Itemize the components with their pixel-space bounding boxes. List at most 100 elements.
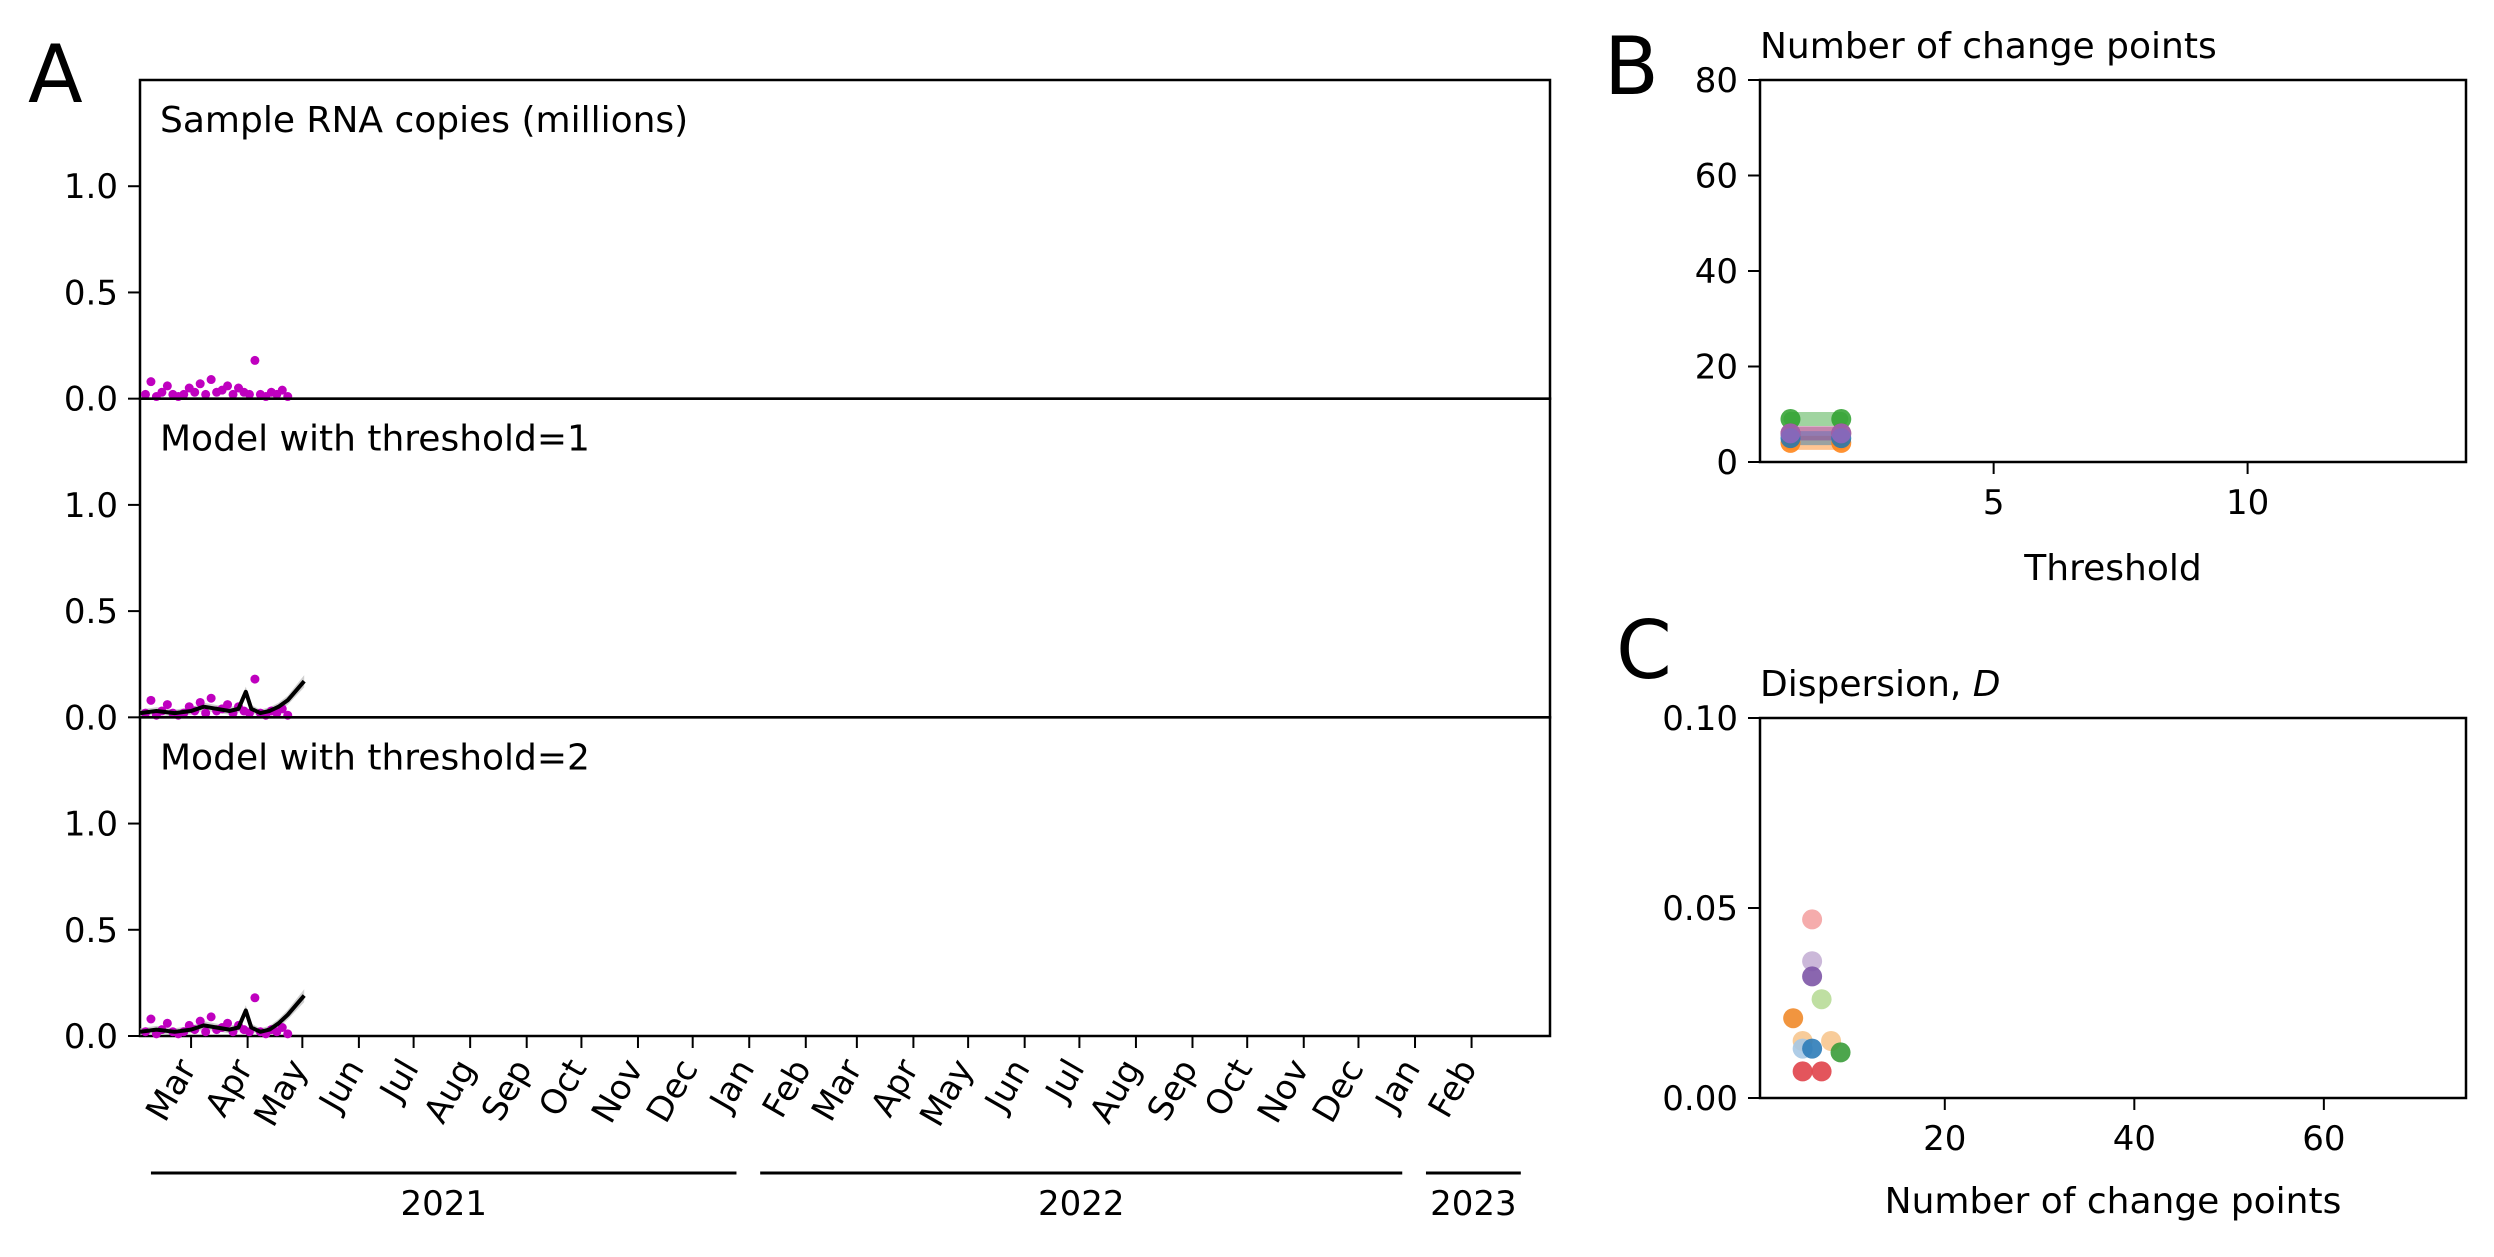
- panel-a-xtick-label: Mar: [138, 1052, 205, 1128]
- panel-a-sample-point: [277, 1023, 287, 1033]
- panel-c-point: [1802, 966, 1823, 987]
- panel-a-sample-point: [162, 381, 172, 391]
- panel-a-year-label: 2023: [1430, 1184, 1517, 1224]
- panel-a-sample-point: [250, 355, 260, 365]
- panel-a-frame-2: [138, 716, 1552, 1038]
- panel-a-chart: Sample RNA copies (millions) 0.0 0.5 1.0 Mod…: [64, 78, 1552, 1224]
- panel-b-ytick-label: 40: [1695, 252, 1738, 292]
- panel-a-sample-point: [244, 389, 254, 399]
- panel-c-xtick-label: 40: [2113, 1119, 2156, 1159]
- panel-a-sample-point: [201, 389, 211, 399]
- panel-b-title: Number of change points: [1760, 26, 2217, 67]
- panel-a-sample-point: [223, 1018, 233, 1028]
- panel-a-sample-point: [206, 375, 216, 385]
- panel-a-sample-point: [206, 1012, 216, 1022]
- panel-letter-c: C: [1616, 604, 1672, 697]
- panel-a-title-2: Model with threshold=2: [160, 737, 590, 778]
- panel-a-sample-point: [201, 708, 211, 718]
- panel-a-sample-point: [190, 387, 200, 397]
- panel-a-sample-point: [201, 1027, 211, 1037]
- panel-c-point: [1802, 1038, 1823, 1059]
- panel-a-sample-point: [195, 379, 205, 389]
- panel-a-ytick-label: 1.0: [64, 167, 118, 207]
- panel-b-frame: [1758, 78, 2468, 464]
- panel-c-xlabel: Number of change points: [1885, 1181, 2342, 1222]
- panel-a-xtick-label: Nov: [1250, 1053, 1318, 1130]
- panel-b-xlabel: Threshold: [2023, 548, 2201, 589]
- panel-b-chart: Number of change points 0 20 40 60 80 5 10 Thres…: [1695, 26, 2468, 589]
- panel-c-frame: [1758, 716, 2468, 1100]
- panel-a-sample-point: [162, 700, 172, 710]
- panel-a-model-line: [139, 994, 306, 1034]
- panel-b-point: [1780, 423, 1801, 444]
- panel-a-xtick-label: May: [912, 1053, 982, 1134]
- panel-b-point: [1831, 409, 1852, 430]
- panel-a-ytick-label: 0.0: [64, 1017, 118, 1057]
- panel-c-xtick-label: 20: [1923, 1119, 1966, 1159]
- panel-a-xtick-label: Jan: [1367, 1053, 1429, 1120]
- panel-a-xtick-label: Jul: [1037, 1053, 1093, 1110]
- panel-a-xtick-label: Dec: [1305, 1053, 1373, 1130]
- panel-c-title-italic: D: [1973, 664, 2001, 705]
- panel-a-xtick-label: Aug: [1082, 1053, 1150, 1130]
- panel-b-ytick-label: 20: [1695, 348, 1738, 388]
- panel-a-xtick-label: Jan: [701, 1053, 763, 1120]
- panel-a-title-1: Model with threshold=1: [160, 419, 590, 460]
- panel-letter-b: B: [1604, 20, 1659, 113]
- panel-a-xtick-label: Feb: [1421, 1053, 1486, 1125]
- panel-a-ytick-label: 0.0: [64, 380, 118, 420]
- panel-c-ytick-label: 0.10: [1662, 699, 1738, 739]
- panel-a-sample-point: [250, 674, 260, 684]
- panel-b-ytick-label: 80: [1695, 61, 1738, 101]
- panel-a-sample-point: [162, 1018, 172, 1028]
- panel-a-xtick-label: Mar: [804, 1052, 871, 1128]
- panel-b-xtick-label: 10: [2226, 483, 2269, 523]
- panel-a-sample-point: [146, 1014, 156, 1024]
- panel-a-model-line: [139, 679, 306, 716]
- panel-a-xtick-label: Aug: [416, 1053, 484, 1130]
- panel-a-ytick-label: 0.5: [64, 911, 118, 951]
- panel-c-ytick-label: 0.00: [1662, 1079, 1738, 1119]
- panel-b-xtick-label: 5: [1983, 483, 2005, 523]
- panel-c-point: [1792, 1061, 1813, 1082]
- panel-a-sample-point: [277, 385, 287, 395]
- panel-c-title: Dispersion, D: [1760, 664, 2001, 705]
- panel-c-point: [1830, 1042, 1851, 1063]
- panel-a-sample-point: [195, 1016, 205, 1026]
- panel-a-year-label: 2021: [400, 1184, 487, 1224]
- panel-a-sample-point: [228, 389, 238, 399]
- panel-a-ytick-label: 0.5: [64, 592, 118, 632]
- panel-a-ytick-label: 0.5: [64, 273, 118, 313]
- panel-a-ytick-label: 0.0: [64, 698, 118, 738]
- panel-c-point: [1811, 1061, 1832, 1082]
- panel-a-year-label: 2022: [1038, 1184, 1125, 1224]
- panel-a-xtick-label: Sep: [1140, 1053, 1207, 1129]
- panel-a-xtick-label: Jul: [371, 1053, 427, 1110]
- panel-b-ytick-label: 0: [1716, 443, 1738, 483]
- panel-a-xtick-label: Dec: [639, 1053, 707, 1130]
- panel-letter-a: A: [28, 28, 83, 121]
- panel-a-sample-point: [146, 695, 156, 705]
- panel-a-xtick-label: May: [246, 1053, 316, 1134]
- panel-c-chart: Dispersion, D 0.00 0.05 0.10 20 40 60 Number of…: [1662, 664, 2468, 1222]
- panel-a-xtick-label: Sep: [474, 1053, 541, 1129]
- panel-a-sample-point: [195, 697, 205, 707]
- panel-a-xtick-label: Oct: [1197, 1053, 1261, 1124]
- panel-c-xtick-label: 60: [2302, 1119, 2345, 1159]
- panel-b-point: [1780, 409, 1801, 430]
- panel-a-sample-point: [146, 377, 156, 387]
- panel-a-sample-point: [206, 693, 216, 703]
- panel-a-sample-point: [157, 387, 167, 397]
- panel-b-point: [1831, 423, 1852, 444]
- panel-a-sample-point: [223, 381, 233, 391]
- panel-a-xtick-label: Oct: [531, 1053, 595, 1124]
- panel-a-ytick-label: 1.0: [64, 805, 118, 845]
- panel-a-xtick-label: Jun: [310, 1053, 372, 1121]
- panel-c-point: [1811, 989, 1832, 1010]
- panel-a-sample-point: [140, 389, 150, 399]
- panel-b-ytick-label: 60: [1695, 157, 1738, 197]
- panel-a-ytick-label: 1.0: [64, 486, 118, 526]
- panel-a-xtick-label: Feb: [755, 1053, 820, 1125]
- panel-a-xtick-label: Jun: [976, 1053, 1038, 1121]
